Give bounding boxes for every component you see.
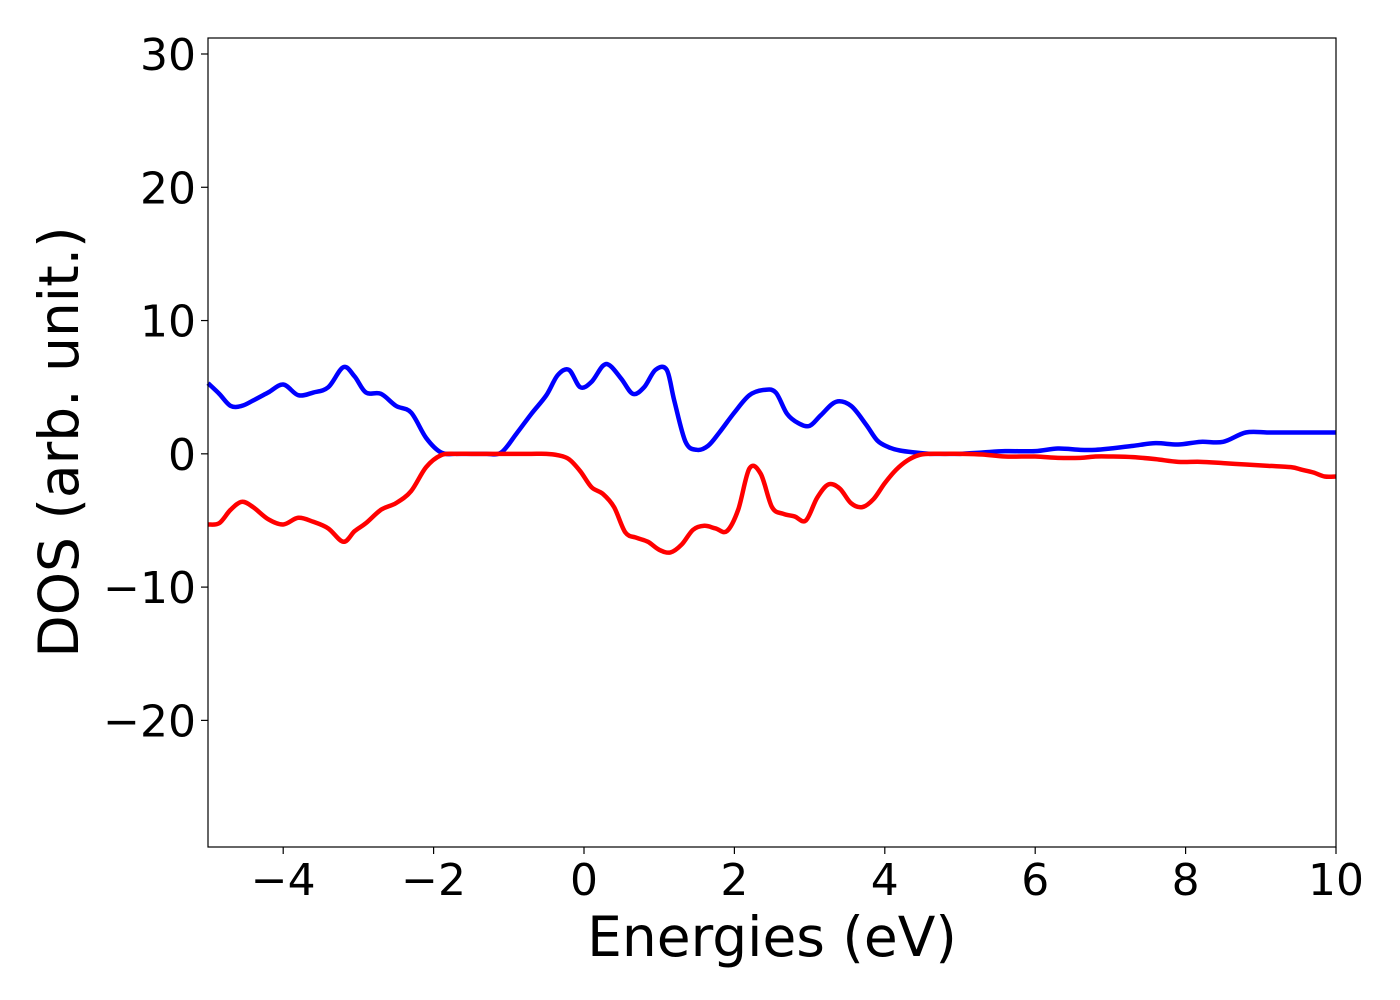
x-axis: −4 −2 0 2 4 6 8 10 xyxy=(251,847,1364,906)
plot-frame xyxy=(207,37,1337,848)
x-tick-label: −2 xyxy=(401,855,466,906)
x-tick-label: 10 xyxy=(1308,855,1364,906)
series-layer xyxy=(206,361,1337,555)
y-tick-label: −20 xyxy=(103,696,196,747)
x-axis-label: Energies (eV) xyxy=(587,905,957,969)
y-tick-label: −10 xyxy=(103,563,196,614)
x-tick-label: 8 xyxy=(1172,855,1200,906)
y-tick-label: 10 xyxy=(140,297,196,348)
y-axis: −20 −10 0 10 20 30 xyxy=(103,30,208,747)
y-tick-label: 0 xyxy=(168,430,196,481)
series-line-1 xyxy=(206,361,1336,457)
series-line-2 xyxy=(207,451,1337,555)
y-tick-label: 30 xyxy=(140,30,196,81)
x-tick-label: 6 xyxy=(1021,855,1049,906)
x-tick-label: 0 xyxy=(570,855,598,906)
x-tick-label: 4 xyxy=(871,855,899,906)
x-tick-label: −4 xyxy=(251,855,316,906)
y-tick-label: 20 xyxy=(140,163,196,214)
y-axis-label: DOS (arb. unit.) xyxy=(27,226,91,657)
x-tick-label: 2 xyxy=(720,855,748,906)
